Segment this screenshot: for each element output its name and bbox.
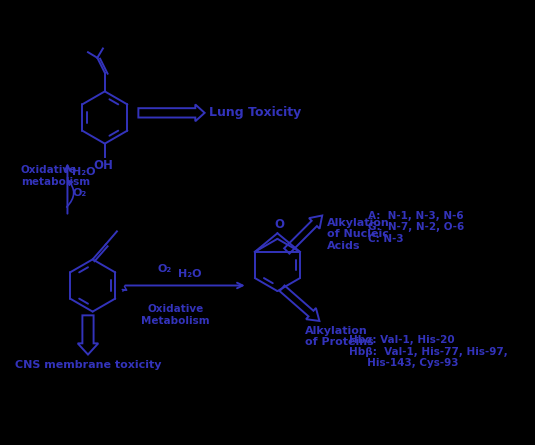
Text: CNS membrane toxicity: CNS membrane toxicity <box>15 360 161 370</box>
Text: Alkylation
of Proteins: Alkylation of Proteins <box>305 326 374 347</box>
Text: O₂: O₂ <box>157 264 172 274</box>
Text: Hbα: Val-1, His-20
Hbβ:  Val-1, His-77, His-97,
     His-143, Cys-93: Hbα: Val-1, His-20 Hbβ: Val-1, His-77, H… <box>349 335 508 368</box>
Text: O: O <box>274 218 284 231</box>
Text: Alkylation
of Nucleic
Acids: Alkylation of Nucleic Acids <box>327 218 389 251</box>
Text: H₂O: H₂O <box>72 166 96 177</box>
Text: OH: OH <box>93 158 113 172</box>
Text: A:  N-1, N-3, N-6
G:  N-7, N-2, O-6
C: N-3: A: N-1, N-3, N-6 G: N-7, N-2, O-6 C: N-3 <box>368 211 464 244</box>
Text: Lung Toxicity: Lung Toxicity <box>209 106 302 119</box>
Text: H₂O: H₂O <box>178 269 202 279</box>
Text: Oxidative
Metabolism: Oxidative Metabolism <box>141 304 210 326</box>
Text: O₂: O₂ <box>72 188 86 198</box>
Text: Oxidative
metabolism: Oxidative metabolism <box>21 165 90 187</box>
